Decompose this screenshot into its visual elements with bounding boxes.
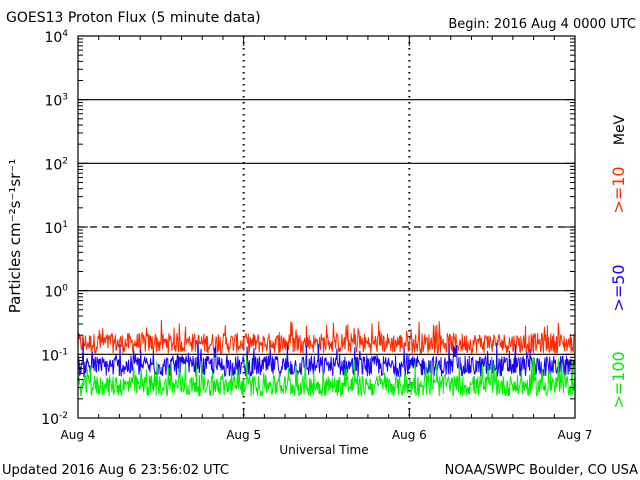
updated-timestamp: Updated 2016 Aug 6 23:56:02 UTC <box>2 463 229 478</box>
x-tick-labels: Aug 4 Aug 5 Aug 6 Aug 7 <box>61 428 593 442</box>
legend-entry: >=10 <box>609 166 628 213</box>
y-tick-label: 103 <box>44 93 68 110</box>
x-tick-label: Aug 6 <box>392 428 427 442</box>
chart-title: GOES13 Proton Flux (5 minute data) <box>6 10 261 26</box>
y-tick-label: 10-2 <box>41 411 68 428</box>
x-tick-label: Aug 5 <box>226 428 261 442</box>
series-line <box>77 357 575 398</box>
y-tick-label: 104 <box>44 29 68 46</box>
x-tick-label: Aug 4 <box>61 428 96 442</box>
legend-entry: >=50 <box>609 264 628 311</box>
legend: MeV >=10 >=50 >=100 <box>609 114 628 408</box>
y-tick-label: 100 <box>44 284 68 301</box>
y-tick-label: 10-1 <box>41 347 68 364</box>
begin-date: Begin: 2016 Aug 4 0000 UTC <box>448 17 636 32</box>
y-tick-label: 101 <box>44 220 68 237</box>
y-tick-labels: 104 103 102 101 100 10-1 10-2 <box>41 29 68 428</box>
y-tick-label: 102 <box>44 156 68 173</box>
legend-entry: >=100 <box>609 351 628 408</box>
series-layer <box>77 319 575 398</box>
x-axis-label: Universal Time <box>279 443 368 457</box>
series-line <box>77 319 575 355</box>
x-tick-label: Aug 7 <box>558 428 593 442</box>
grid-lines <box>78 36 575 418</box>
axes <box>77 35 576 419</box>
units-label: MeV <box>612 114 628 145</box>
credit-text: NOAA/SWPC Boulder, CO USA <box>445 463 638 478</box>
y-axis-label: Particles cm⁻²s⁻¹sr⁻¹ <box>6 159 24 313</box>
